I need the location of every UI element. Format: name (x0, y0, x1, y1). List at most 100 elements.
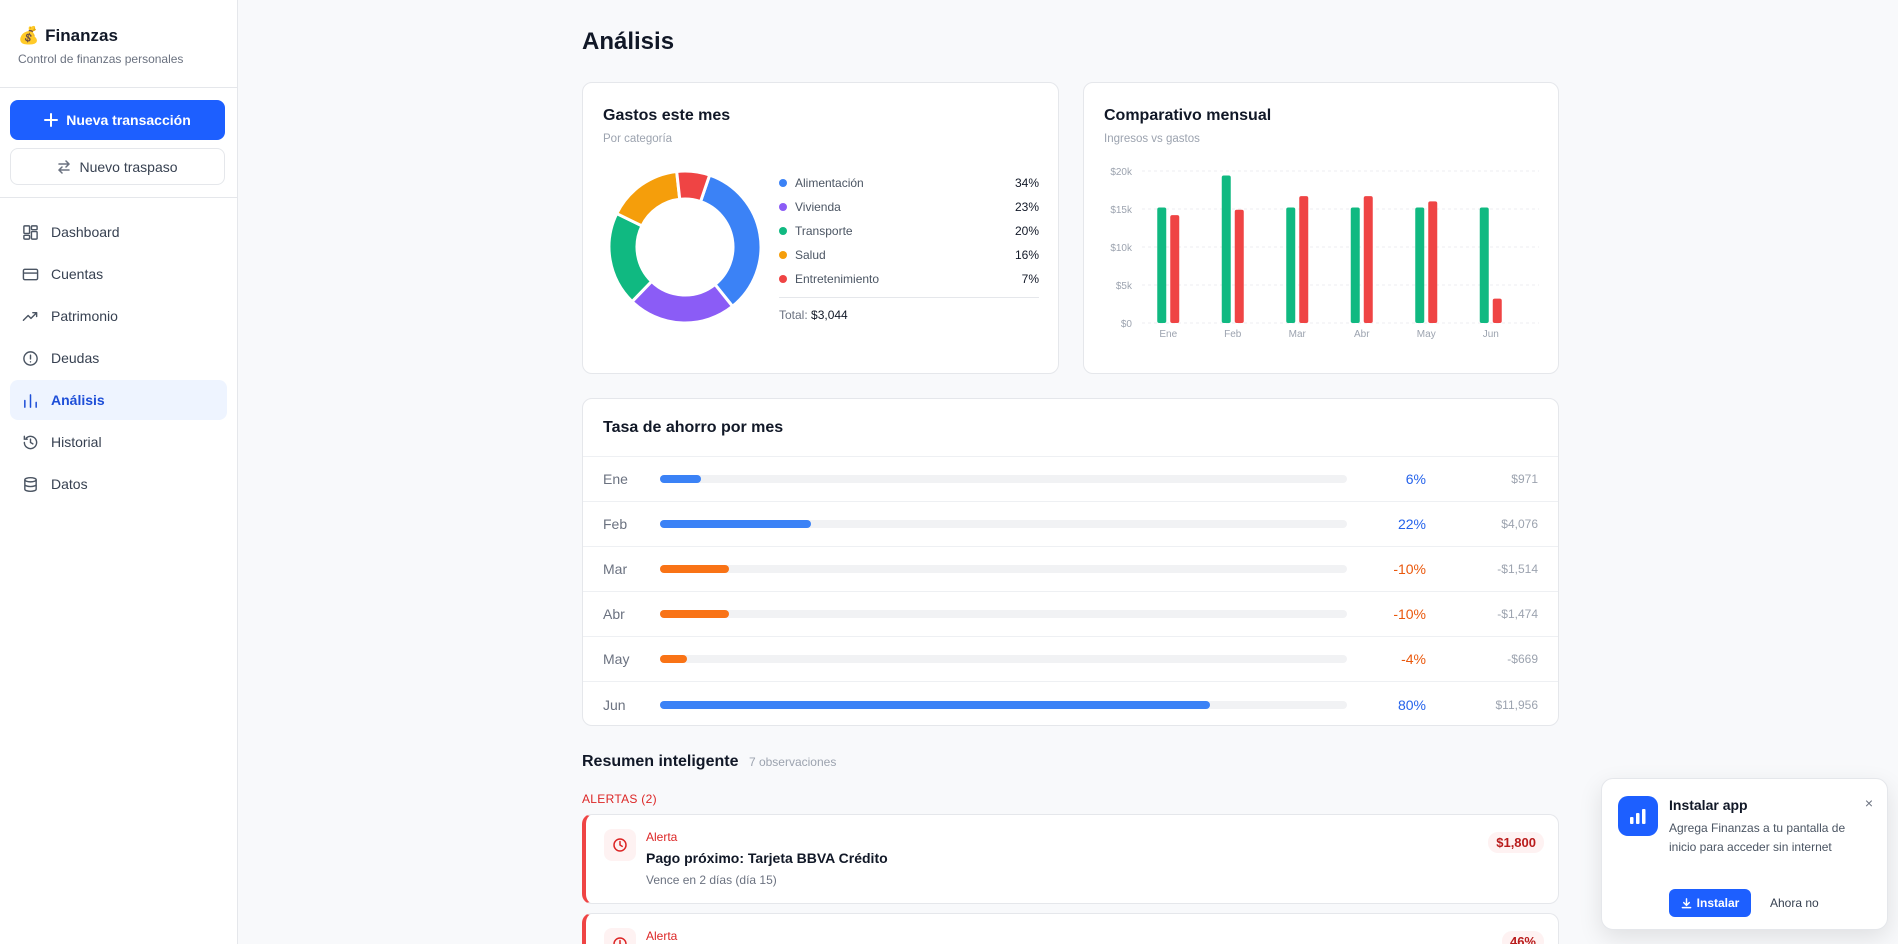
donut-slice-alimentación (698, 173, 763, 309)
savings-amount: -$1,514 (1497, 562, 1538, 576)
credit-card-icon (22, 268, 39, 280)
savings-rows: Ene 6% $971 Feb 22% $4,076 Mar -10% -$1,514 Abr -1… (583, 457, 1558, 727)
clock-icon (604, 928, 636, 944)
savings-percent: 22% (1397, 516, 1426, 532)
savings-amount: -$669 (1507, 652, 1538, 666)
expenses-subtitle: Por categoría (603, 133, 673, 145)
close-icon[interactable]: × (1864, 795, 1873, 811)
legend-label: Alimentación (795, 176, 864, 190)
legend-value: 7% (1021, 272, 1039, 286)
legend-dot (779, 227, 787, 235)
income-bar-abr (1350, 207, 1360, 323)
alert-description: Vence en 2 días (día 15) (646, 873, 777, 887)
expense-bar-jun (1492, 298, 1502, 323)
savings-percent: 80% (1397, 696, 1426, 713)
sidebar-item-label: Cuentas (51, 266, 104, 282)
sidebar-item-analisis[interactable]: Análisis (10, 380, 227, 420)
alert-amount-badge: 46% (1501, 931, 1544, 944)
swap-icon (58, 159, 71, 174)
savings-bar-fill (660, 610, 729, 618)
brand: 💰 Finanzas Control de finanzas personale… (0, 0, 237, 88)
expenses-card: Gastos este mes Por categoría Alimentaci… (582, 82, 1059, 374)
sidebar-item-datos[interactable]: Datos (10, 464, 227, 504)
legend-value: 20% (1014, 224, 1039, 238)
savings-percent: -4% (1401, 651, 1426, 667)
legend-label: Salud (795, 248, 826, 262)
comparison-bar-chart: $0 $5k $10k $15k $20k Ene Feb Mar Abr May Jun (1110, 167, 1539, 340)
legend-dot (779, 251, 787, 259)
expenses-total: Total: $3,044 (779, 297, 1039, 322)
install-title: Instalar app (1669, 797, 1748, 813)
money-bag-icon: 💰 (18, 26, 40, 45)
savings-month: Ene (603, 471, 628, 487)
legend-label: Vivienda (795, 200, 841, 214)
new-transaction-label: Nueva transacción (66, 112, 191, 128)
savings-bar-fill (660, 655, 688, 663)
x-tick-label: Jun (1483, 329, 1499, 340)
x-tick-label: May (1417, 329, 1436, 340)
new-transfer-button[interactable]: Nuevo traspaso (10, 148, 225, 185)
expenses-title: Gastos este mes (603, 107, 731, 124)
savings-row: Feb 22% $4,076 (583, 502, 1558, 547)
install-description: Agrega Finanzas a tu pantalla de inicio … (1669, 821, 1846, 854)
sidebar-actions: Nueva transacción Nuevo traspaso (0, 88, 237, 198)
alert-card[interactable]: Alerta 46% (582, 913, 1559, 944)
comparison-title: Comparativo mensual (1104, 107, 1272, 124)
sidebar-item-historial[interactable]: Historial (10, 422, 227, 462)
savings-rate-card: Tasa de ahorro por mes Ene 6% $971 Feb 22% $4… (582, 398, 1559, 726)
savings-title: Tasa de ahorro por mes (603, 419, 784, 436)
total-value: $3,044 (811, 308, 848, 322)
sidebar-item-cuentas[interactable]: Cuentas (10, 254, 227, 294)
x-tick-label: Mar (1289, 329, 1307, 340)
sidebar-item-deudas[interactable]: Deudas (10, 338, 227, 378)
income-bar-jun (1479, 207, 1489, 323)
install-app-popup: Instalar app Agrega Finanzas a tu pantal… (1601, 778, 1888, 930)
legend-item: Salud 16% (779, 243, 1039, 267)
legend-value: 16% (1014, 248, 1039, 262)
y-tick-label: $10k (1110, 243, 1133, 254)
alert-kind: Alerta (646, 830, 678, 844)
sidebar-item-patrimonio[interactable]: Patrimonio (10, 296, 227, 336)
x-tick-label: Abr (1354, 329, 1370, 340)
comparison-subtitle: Ingresos vs gastos (1104, 133, 1200, 145)
income-bar-may (1415, 207, 1425, 323)
sidebar-item-dashboard[interactable]: Dashboard (10, 212, 227, 252)
legend-value: 23% (1014, 200, 1039, 214)
savings-bar-track (660, 565, 1347, 573)
legend-item: Alimentación 34% (779, 171, 1039, 195)
y-tick-label: $5k (1116, 281, 1133, 292)
legend-item: Transporte 20% (779, 219, 1039, 243)
sidebar-item-label: Dashboard (51, 224, 120, 240)
plus-icon (44, 113, 59, 127)
new-transaction-button[interactable]: Nueva transacción (10, 100, 225, 140)
observation-count: 7 observaciones (748, 755, 837, 769)
savings-row: May -4% -$669 (583, 637, 1558, 682)
expenses-donut-chart (607, 169, 763, 325)
alert-title: Pago próximo: Tarjeta BBVA Crédito (646, 850, 888, 866)
x-tick-label: Ene (1159, 329, 1177, 340)
savings-month: Feb (603, 516, 628, 532)
y-tick-label: $0 (1121, 319, 1133, 330)
income-bar-feb (1221, 175, 1231, 323)
legend-item: Vivienda 23% (779, 195, 1039, 219)
install-button[interactable]: Instalar (1669, 889, 1751, 917)
smart-summary-label: Resumen inteligente (582, 753, 739, 770)
alert-card[interactable]: Alerta Pago próximo: Tarjeta BBVA Crédit… (582, 814, 1559, 904)
savings-percent: -10% (1393, 561, 1426, 577)
smart-summary-title: Resumen inteligente 7 observaciones (582, 753, 836, 771)
sidebar-nav: Dashboard Cuentas Patrimonio Deudas Anál… (0, 198, 237, 520)
download-icon (1681, 897, 1692, 908)
savings-amount: -$1,474 (1497, 607, 1538, 621)
savings-header: Tasa de ahorro por mes (583, 399, 1558, 457)
savings-bar-fill (660, 565, 729, 573)
savings-month: Abr (603, 606, 625, 622)
savings-bar-track (660, 610, 1347, 618)
total-label: Total: (779, 308, 808, 322)
not-now-button[interactable]: Ahora no (1770, 889, 1819, 917)
legend-dot (779, 203, 787, 211)
install-button-label: Instalar (1696, 896, 1740, 910)
history-icon (23, 435, 38, 449)
savings-row: Abr -10% -$1,474 (583, 592, 1558, 637)
sidebar-item-label: Datos (51, 476, 88, 492)
donut-slice-transporte (607, 211, 654, 304)
